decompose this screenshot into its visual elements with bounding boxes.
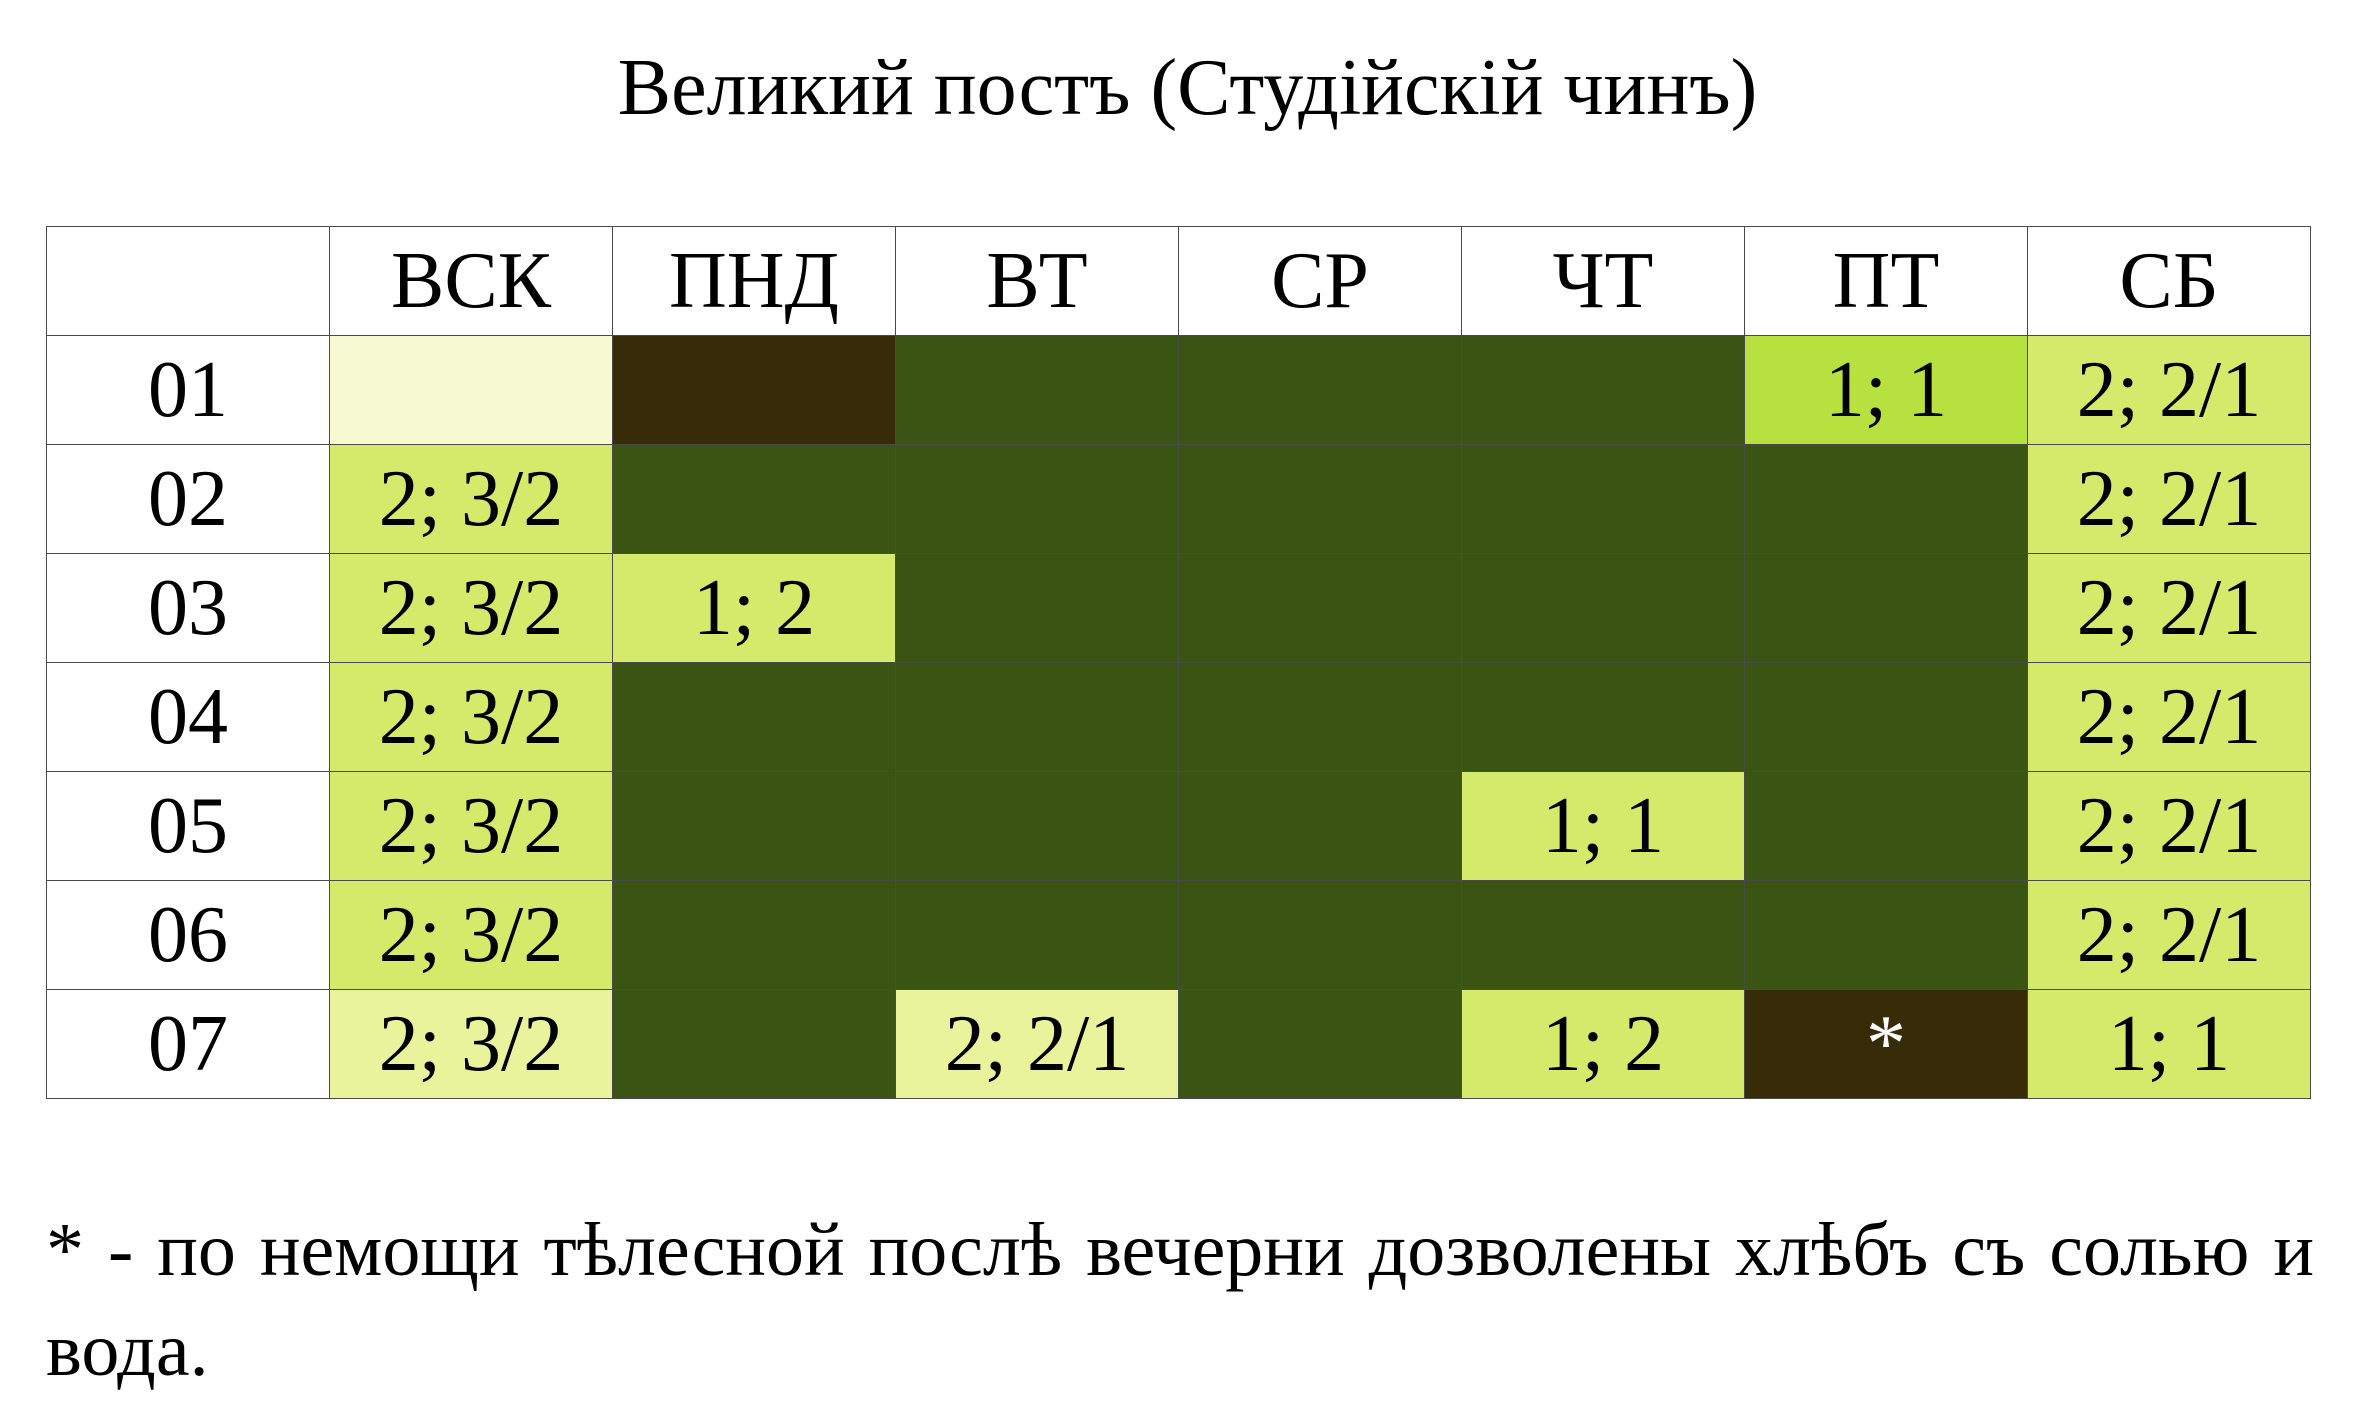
table-cell [612, 444, 896, 554]
table-cell: 2; 2/1 [2027, 880, 2311, 990]
table-cell [1461, 335, 1745, 445]
table-row: 02 2; 3/2 2; 2/1 [46, 444, 2311, 554]
table-cell [1178, 553, 1462, 663]
fasting-table-body: ВСК ПНД ВТ СР ЧТ ПТ СБ 01 1; 1 2; 2/1 02 2; 3/2 2; 2… [46, 226, 2311, 1099]
table-header-cell: ПНД [612, 226, 896, 336]
footnote: * - по немощи тѣлесной послѣ вечерни доз… [46, 1208, 2314, 1392]
week-number-cell: 07 [46, 989, 330, 1099]
table-cell [1178, 662, 1462, 772]
table-cell [1461, 553, 1745, 663]
table-cell [329, 335, 613, 445]
table-cell [1744, 771, 2028, 881]
table-cell [1461, 662, 1745, 772]
table-cell: 1; 2 [1461, 989, 1745, 1099]
page-title: Великий постъ (Студійскій чинъ) [617, 44, 1758, 132]
table-cell [895, 444, 1179, 554]
fasting-table: ВСК ПНД ВТ СР ЧТ ПТ СБ 01 1; 1 2; 2/1 02 2; 3/2 2; 2… [46, 226, 2311, 1099]
table-cell [895, 880, 1179, 990]
table-header-cell: ВСК [329, 226, 613, 336]
week-number-cell: 05 [46, 771, 330, 881]
table-cell [612, 335, 896, 445]
table-header-cell: ВТ [895, 226, 1179, 336]
table-cell [895, 771, 1179, 881]
table-header-cell: СР [1178, 226, 1462, 336]
table-cell: 2; 2/1 [2027, 335, 2311, 445]
table-cell [1744, 880, 2028, 990]
table-cell: 2; 2/1 [895, 989, 1179, 1099]
table-cell: 2; 3/2 [329, 553, 613, 663]
week-number-cell: 04 [46, 662, 330, 772]
table-row: 03 2; 3/2 1; 2 2; 2/1 [46, 553, 2311, 663]
week-number-cell: 03 [46, 553, 330, 663]
table-cell [1178, 880, 1462, 990]
table-corner-cell [46, 226, 330, 336]
table-cell: 2; 2/1 [2027, 662, 2311, 772]
table-cell: 2; 3/2 [329, 771, 613, 881]
table-cell: 1; 1 [2027, 989, 2311, 1099]
table-row: 01 1; 1 2; 2/1 [46, 335, 2311, 445]
table-cell [1178, 989, 1462, 1099]
table-header-cell: ЧТ [1461, 226, 1745, 336]
table-cell [612, 989, 896, 1099]
table-cell [1178, 444, 1462, 554]
table-row: 06 2; 3/2 2; 2/1 [46, 880, 2311, 990]
table-cell: 1; 2 [612, 553, 896, 663]
table-cell: 2; 2/1 [2027, 553, 2311, 663]
week-number-cell: 01 [46, 335, 330, 445]
table-cell [895, 553, 1179, 663]
table-cell [1461, 444, 1745, 554]
table-cell: 2; 2/1 [2027, 444, 2311, 554]
table-cell [895, 662, 1179, 772]
table-cell: 2; 2/1 [2027, 771, 2311, 881]
table-cell [895, 335, 1179, 445]
table-cell [612, 662, 896, 772]
table-row: 04 2; 3/2 2; 2/1 [46, 662, 2311, 772]
table-cell: 2; 3/2 [329, 880, 613, 990]
table-cell [612, 880, 896, 990]
table-cell [1178, 335, 1462, 445]
table-header-row: ВСК ПНД ВТ СР ЧТ ПТ СБ [46, 226, 2311, 336]
week-number-cell: 06 [46, 880, 330, 990]
table-header-cell: СБ [2027, 226, 2311, 336]
table-cell: 2; 3/2 [329, 662, 613, 772]
table-row: 05 2; 3/2 1; 1 2; 2/1 [46, 771, 2311, 881]
table-cell [1178, 771, 1462, 881]
table-cell [1744, 553, 2028, 663]
table-cell: 1; 1 [1744, 335, 2028, 445]
table-cell: 2; 3/2 [329, 444, 613, 554]
table-cell: * [1744, 989, 2028, 1099]
table-cell: 2; 3/2 [329, 989, 613, 1099]
week-number-cell: 02 [46, 444, 330, 554]
table-cell [612, 771, 896, 881]
table-cell: 1; 1 [1461, 771, 1745, 881]
table-header-cell: ПТ [1744, 226, 2028, 336]
table-cell [1461, 880, 1745, 990]
table-cell [1744, 444, 2028, 554]
table-cell [1744, 662, 2028, 772]
table-row: 07 2; 3/2 2; 2/1 1; 2 * 1; 1 [46, 989, 2311, 1099]
